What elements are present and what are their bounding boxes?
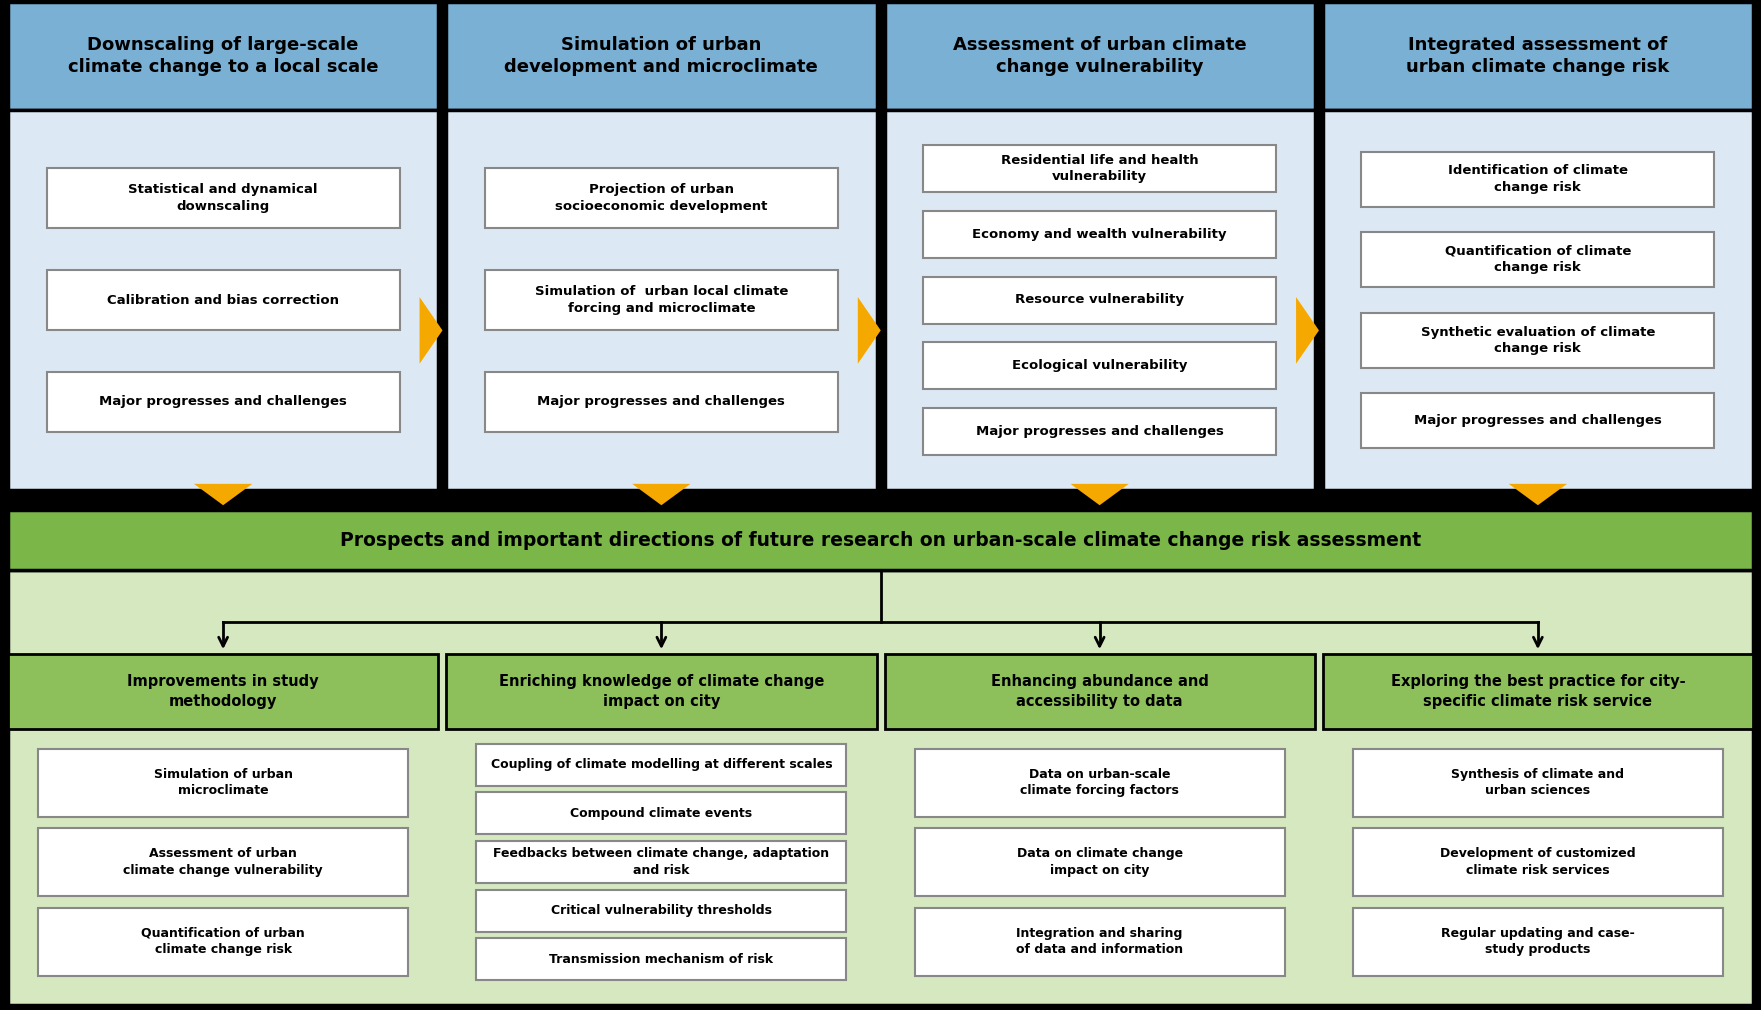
Text: Major progresses and challenges: Major progresses and challenges bbox=[537, 396, 785, 408]
FancyBboxPatch shape bbox=[446, 110, 877, 490]
Text: Exploring the best practice for city-
specific climate risk service: Exploring the best practice for city- sp… bbox=[1391, 675, 1685, 709]
FancyBboxPatch shape bbox=[914, 828, 1284, 896]
FancyBboxPatch shape bbox=[9, 510, 1752, 570]
Text: Data on climate change
impact on city: Data on climate change impact on city bbox=[1016, 847, 1183, 877]
FancyBboxPatch shape bbox=[1361, 232, 1713, 287]
Text: Identification of climate
change risk: Identification of climate change risk bbox=[1448, 165, 1627, 194]
FancyBboxPatch shape bbox=[9, 2, 438, 110]
FancyBboxPatch shape bbox=[477, 938, 847, 981]
Text: Assessment of urban climate
change vulnerability: Assessment of urban climate change vulne… bbox=[953, 35, 1247, 77]
FancyBboxPatch shape bbox=[914, 908, 1284, 976]
FancyBboxPatch shape bbox=[1323, 654, 1752, 729]
FancyBboxPatch shape bbox=[48, 372, 400, 432]
Text: Transmission mechanism of risk: Transmission mechanism of risk bbox=[549, 952, 773, 966]
FancyBboxPatch shape bbox=[9, 110, 438, 490]
Text: Enhancing abundance and
accessibility to data: Enhancing abundance and accessibility to… bbox=[991, 675, 1208, 709]
Text: Integrated assessment of
urban climate change risk: Integrated assessment of urban climate c… bbox=[1407, 35, 1669, 77]
FancyBboxPatch shape bbox=[923, 408, 1277, 456]
Text: Feedbacks between climate change, adaptation
and risk: Feedbacks between climate change, adapta… bbox=[493, 847, 829, 877]
Text: Regular updating and case-
study products: Regular updating and case- study product… bbox=[1440, 927, 1634, 956]
FancyBboxPatch shape bbox=[9, 570, 1752, 1005]
Text: Statistical and dynamical
downscaling: Statistical and dynamical downscaling bbox=[129, 183, 319, 213]
Text: Calibration and bias correction: Calibration and bias correction bbox=[107, 294, 340, 306]
FancyBboxPatch shape bbox=[0, 2, 1761, 490]
Text: Resource vulnerability: Resource vulnerability bbox=[1014, 294, 1183, 306]
FancyBboxPatch shape bbox=[1323, 110, 1752, 490]
Text: Quantification of urban
climate change risk: Quantification of urban climate change r… bbox=[141, 927, 305, 956]
FancyBboxPatch shape bbox=[923, 342, 1277, 389]
Text: Improvements in study
methodology: Improvements in study methodology bbox=[127, 675, 319, 709]
FancyBboxPatch shape bbox=[48, 168, 400, 228]
FancyBboxPatch shape bbox=[1352, 748, 1722, 816]
FancyBboxPatch shape bbox=[884, 654, 1315, 729]
FancyBboxPatch shape bbox=[1352, 828, 1722, 896]
Text: Projection of urban
socioeconomic development: Projection of urban socioeconomic develo… bbox=[555, 183, 768, 213]
FancyBboxPatch shape bbox=[884, 2, 1315, 110]
Text: Prospects and important directions of future research on urban-scale climate cha: Prospects and important directions of fu… bbox=[340, 530, 1421, 549]
Text: Compound climate events: Compound climate events bbox=[571, 807, 752, 820]
Text: Coupling of climate modelling at different scales: Coupling of climate modelling at differe… bbox=[491, 759, 833, 772]
Text: Simulation of  urban local climate
forcing and microclimate: Simulation of urban local climate forcin… bbox=[535, 285, 789, 315]
FancyBboxPatch shape bbox=[914, 748, 1284, 816]
Text: Ecological vulnerability: Ecological vulnerability bbox=[1013, 360, 1187, 373]
Text: Major progresses and challenges: Major progresses and challenges bbox=[99, 396, 347, 408]
Text: Downscaling of large-scale
climate change to a local scale: Downscaling of large-scale climate chang… bbox=[69, 35, 379, 77]
Text: Synthesis of climate and
urban sciences: Synthesis of climate and urban sciences bbox=[1451, 768, 1624, 797]
FancyBboxPatch shape bbox=[39, 748, 409, 816]
Text: Simulation of urban
microclimate: Simulation of urban microclimate bbox=[153, 768, 292, 797]
Text: Development of customized
climate risk services: Development of customized climate risk s… bbox=[1440, 847, 1636, 877]
Text: Simulation of urban
development and microclimate: Simulation of urban development and micr… bbox=[504, 35, 819, 77]
Text: Major progresses and challenges: Major progresses and challenges bbox=[976, 425, 1224, 438]
FancyBboxPatch shape bbox=[477, 792, 847, 834]
FancyBboxPatch shape bbox=[1323, 2, 1752, 110]
FancyBboxPatch shape bbox=[477, 743, 847, 786]
FancyBboxPatch shape bbox=[477, 841, 847, 883]
Text: Major progresses and challenges: Major progresses and challenges bbox=[1414, 414, 1662, 427]
Text: Enriching knowledge of climate change
impact on city: Enriching knowledge of climate change im… bbox=[498, 675, 824, 709]
FancyBboxPatch shape bbox=[446, 2, 877, 110]
FancyBboxPatch shape bbox=[446, 654, 877, 729]
FancyBboxPatch shape bbox=[923, 144, 1277, 192]
Text: Critical vulnerability thresholds: Critical vulnerability thresholds bbox=[551, 904, 771, 917]
FancyBboxPatch shape bbox=[39, 908, 409, 976]
Text: Synthetic evaluation of climate
change risk: Synthetic evaluation of climate change r… bbox=[1421, 325, 1655, 356]
FancyBboxPatch shape bbox=[9, 654, 438, 729]
FancyBboxPatch shape bbox=[48, 270, 400, 330]
FancyBboxPatch shape bbox=[484, 372, 838, 432]
FancyBboxPatch shape bbox=[923, 211, 1277, 258]
FancyBboxPatch shape bbox=[477, 890, 847, 931]
FancyBboxPatch shape bbox=[1352, 908, 1722, 976]
FancyBboxPatch shape bbox=[39, 828, 409, 896]
Text: Quantification of climate
change risk: Quantification of climate change risk bbox=[1444, 245, 1631, 275]
FancyBboxPatch shape bbox=[923, 277, 1277, 323]
Text: Integration and sharing
of data and information: Integration and sharing of data and info… bbox=[1016, 927, 1183, 956]
FancyBboxPatch shape bbox=[884, 110, 1315, 490]
FancyBboxPatch shape bbox=[484, 270, 838, 330]
Text: Residential life and health
vulnerability: Residential life and health vulnerabilit… bbox=[1000, 154, 1199, 183]
FancyBboxPatch shape bbox=[1361, 313, 1713, 368]
Text: Assessment of urban
climate change vulnerability: Assessment of urban climate change vulne… bbox=[123, 847, 322, 877]
FancyBboxPatch shape bbox=[484, 168, 838, 228]
Text: Data on urban-scale
climate forcing factors: Data on urban-scale climate forcing fact… bbox=[1020, 768, 1180, 797]
FancyBboxPatch shape bbox=[1361, 394, 1713, 448]
FancyBboxPatch shape bbox=[1361, 152, 1713, 207]
Text: Economy and wealth vulnerability: Economy and wealth vulnerability bbox=[972, 227, 1227, 240]
